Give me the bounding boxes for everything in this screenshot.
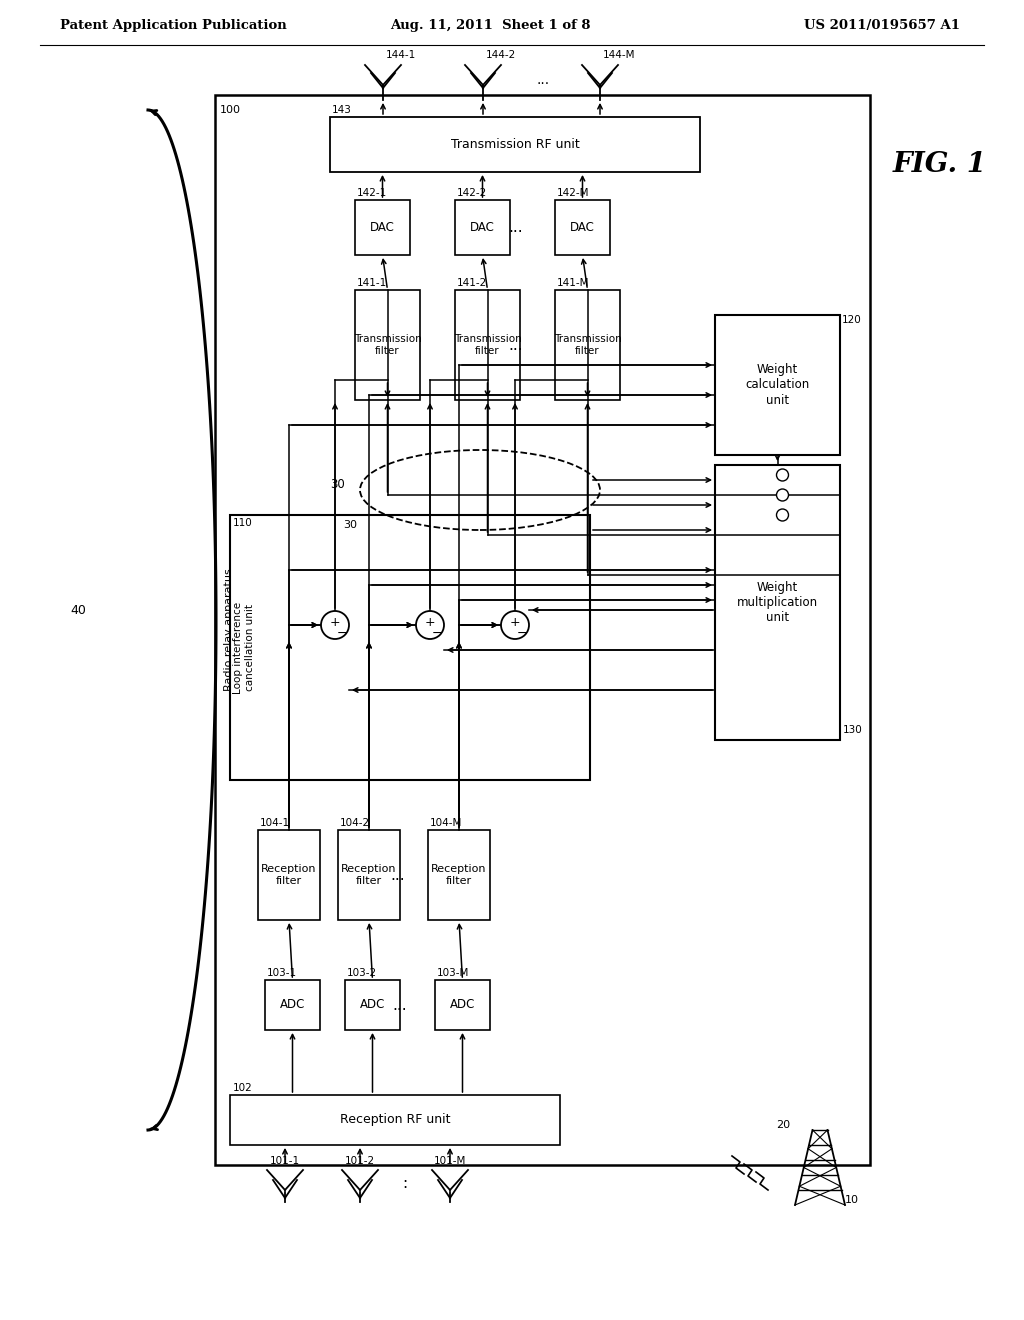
Text: 104-2: 104-2 — [340, 818, 370, 828]
Text: 130: 130 — [843, 725, 863, 735]
Bar — [230, 515, 590, 780]
Text: 142-M: 142-M — [557, 187, 590, 198]
Text: Weight
multiplication
unit: Weight multiplication unit — [737, 581, 818, 624]
Text: Loop interference
cancellation unit: Loop interference cancellation unit — [233, 602, 255, 693]
Text: Aug. 11, 2011  Sheet 1 of 8: Aug. 11, 2011 Sheet 1 of 8 — [390, 18, 590, 32]
Circle shape — [776, 488, 788, 502]
Bar — [338, 830, 400, 920]
Text: +: + — [510, 616, 520, 630]
Text: Radio relay apparatus: Radio relay apparatus — [224, 569, 234, 692]
Text: 110: 110 — [233, 517, 253, 528]
Text: Reception RF unit: Reception RF unit — [340, 1114, 451, 1126]
Text: Reception
filter: Reception filter — [341, 865, 396, 886]
Text: 144-1: 144-1 — [386, 50, 416, 59]
Text: 120: 120 — [842, 315, 862, 325]
Bar — [455, 201, 510, 255]
Text: 142-2: 142-2 — [457, 187, 487, 198]
Bar — [455, 290, 520, 400]
Text: 100: 100 — [220, 106, 241, 115]
Bar — [265, 979, 319, 1030]
Bar — [230, 1096, 560, 1144]
Text: ...: ... — [392, 998, 408, 1012]
Bar — [258, 830, 319, 920]
Bar — [215, 95, 870, 1166]
Text: ADC: ADC — [359, 998, 385, 1011]
Text: Transmission
filter: Transmission filter — [554, 334, 622, 356]
Text: 40: 40 — [70, 603, 86, 616]
Text: −: − — [517, 627, 527, 640]
Text: 104-M: 104-M — [430, 818, 463, 828]
Text: 141-M: 141-M — [557, 279, 590, 288]
Circle shape — [501, 611, 529, 639]
Text: −: − — [432, 627, 442, 640]
Text: US 2011/0195657 A1: US 2011/0195657 A1 — [804, 18, 961, 32]
Text: ...: ... — [509, 338, 523, 352]
Text: 144-2: 144-2 — [486, 50, 516, 59]
Circle shape — [321, 611, 349, 639]
Bar — [345, 979, 400, 1030]
Text: 101-2: 101-2 — [345, 1156, 375, 1166]
Bar — [355, 290, 420, 400]
Text: ADC: ADC — [280, 998, 305, 1011]
Circle shape — [416, 611, 444, 639]
Circle shape — [776, 469, 788, 480]
Text: DAC: DAC — [470, 220, 495, 234]
Text: −: − — [337, 627, 347, 640]
Bar — [715, 465, 840, 741]
Text: 141-1: 141-1 — [357, 279, 387, 288]
Text: 101-M: 101-M — [434, 1156, 466, 1166]
Bar — [428, 830, 490, 920]
Text: ...: ... — [509, 220, 523, 235]
Text: 30: 30 — [343, 520, 357, 531]
Text: ...: ... — [537, 73, 550, 87]
Text: Transmission RF unit: Transmission RF unit — [451, 139, 580, 150]
Text: FIG. 1: FIG. 1 — [893, 152, 987, 178]
Text: 10: 10 — [845, 1195, 859, 1205]
Text: Weight
calculation
unit: Weight calculation unit — [745, 363, 810, 407]
Text: Transmission
filter: Transmission filter — [353, 334, 421, 356]
Text: 142-1: 142-1 — [357, 187, 387, 198]
Circle shape — [776, 510, 788, 521]
Bar — [330, 117, 700, 172]
Text: DAC: DAC — [570, 220, 595, 234]
Text: 101-1: 101-1 — [270, 1156, 300, 1166]
Bar — [715, 315, 840, 455]
Bar — [435, 979, 490, 1030]
Text: Patent Application Publication: Patent Application Publication — [60, 18, 287, 32]
Text: 103-M: 103-M — [437, 968, 469, 978]
Bar — [555, 201, 610, 255]
Text: DAC: DAC — [370, 220, 395, 234]
Bar — [355, 201, 410, 255]
Bar — [555, 290, 620, 400]
Text: :: : — [402, 1176, 408, 1192]
Text: ...: ... — [391, 867, 406, 883]
Text: 20: 20 — [776, 1119, 790, 1130]
Text: Reception
filter: Reception filter — [431, 865, 486, 886]
Text: 102: 102 — [233, 1082, 253, 1093]
Text: +: + — [425, 616, 435, 630]
Text: Reception
filter: Reception filter — [261, 865, 316, 886]
Text: 103-1: 103-1 — [267, 968, 297, 978]
Text: 143: 143 — [332, 106, 352, 115]
Text: 104-1: 104-1 — [260, 818, 290, 828]
Text: 141-2: 141-2 — [457, 279, 487, 288]
Text: +: + — [330, 616, 340, 630]
Text: ADC: ADC — [450, 998, 475, 1011]
Text: 103-2: 103-2 — [347, 968, 377, 978]
Text: Transmission
filter: Transmission filter — [454, 334, 521, 356]
Text: 144-M: 144-M — [603, 50, 636, 59]
Text: 30: 30 — [331, 479, 345, 491]
